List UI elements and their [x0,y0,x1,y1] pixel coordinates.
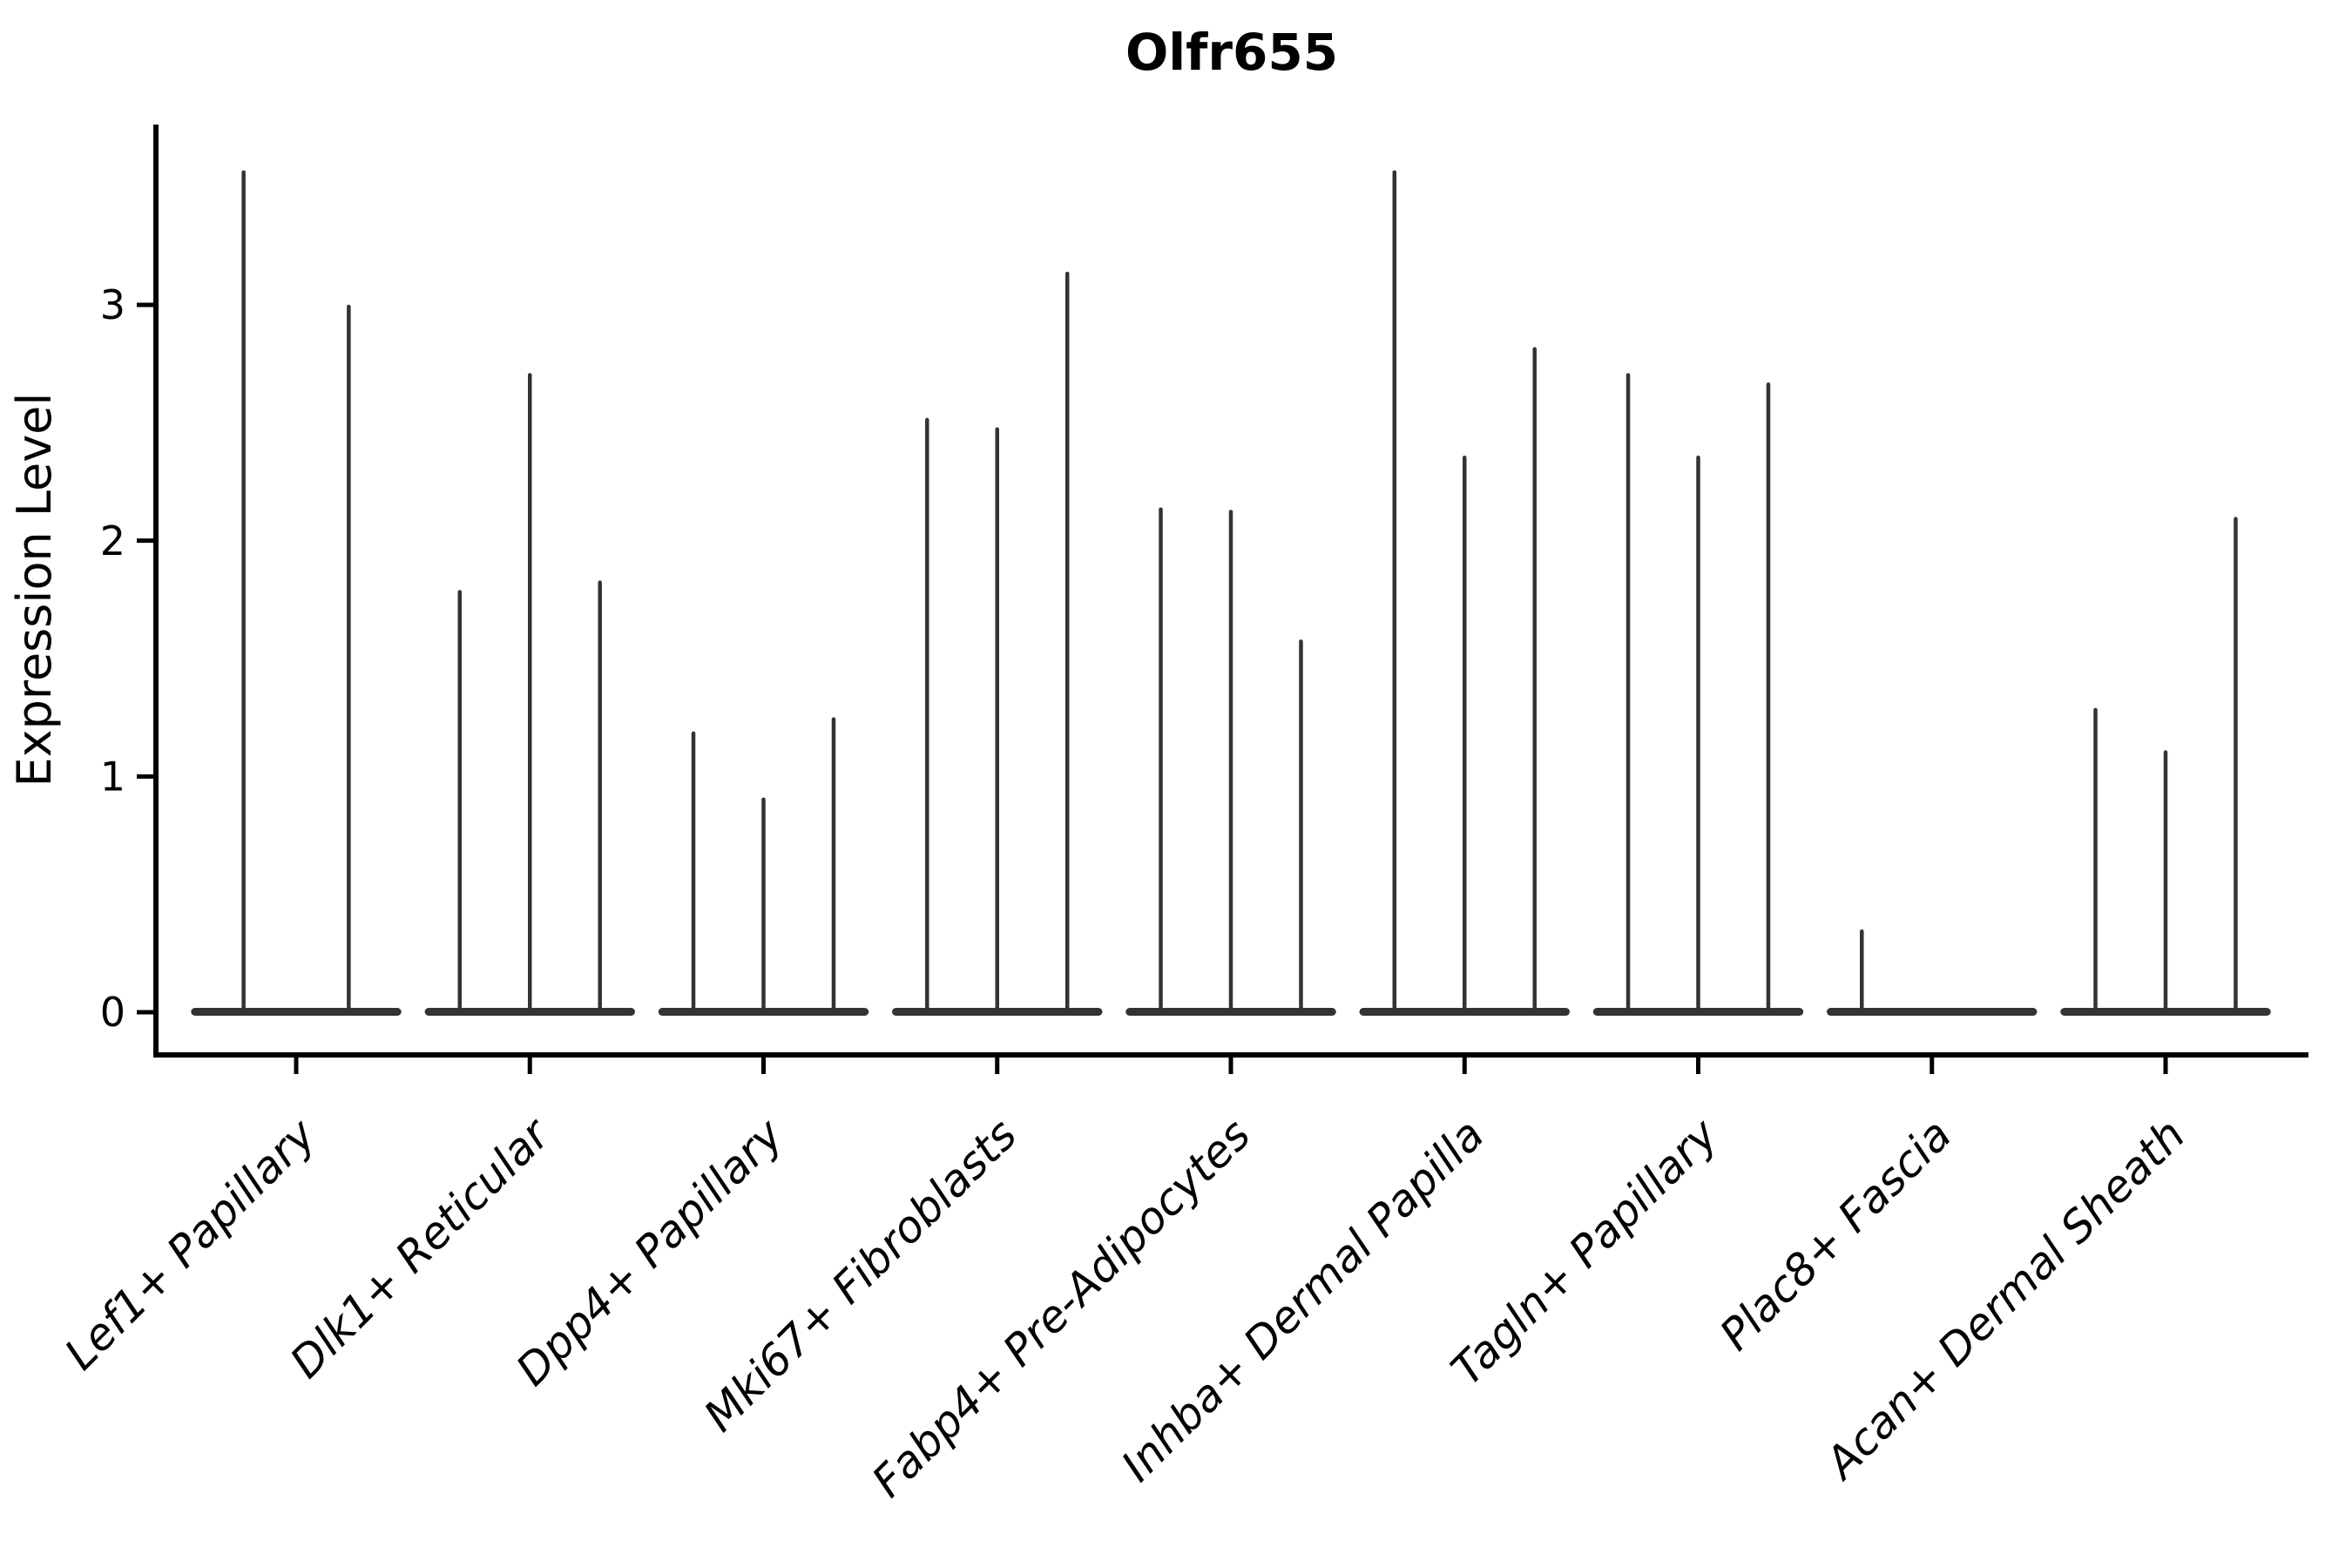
x-tick-label: Dlk1+ Reticular [280,1107,561,1388]
axes-layer [137,125,2308,1074]
x-tick-label: Fabp4+ Pre-Adipocytes [862,1109,1260,1507]
violins-layer [191,170,2271,1016]
violin-base [191,1008,402,1016]
y-tick-label: 0 [100,989,125,1036]
x-tick-label: Lef1+ Papillary [55,1108,326,1379]
chart-title: Olfr655 [1125,23,1338,82]
y-tick-label: 2 [100,517,125,564]
y-tick-label: 3 [100,281,125,328]
y-axis-label: Expression Level [7,393,62,787]
y-tick-label: 1 [100,753,125,800]
x-tick-label: Plac8+ Fascia [1710,1109,1961,1360]
violin-base [1827,1008,2038,1016]
